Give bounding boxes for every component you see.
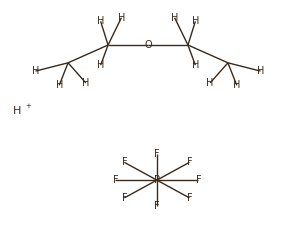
- Text: H: H: [192, 16, 199, 26]
- Text: H: H: [233, 80, 240, 90]
- Text: +: +: [26, 103, 32, 109]
- Text: H: H: [82, 78, 89, 88]
- Text: H: H: [13, 106, 22, 116]
- Text: F: F: [112, 175, 118, 185]
- Text: H: H: [56, 80, 63, 90]
- Text: F: F: [186, 193, 192, 203]
- Text: H: H: [192, 60, 199, 70]
- Text: P: P: [154, 175, 160, 185]
- Text: F: F: [195, 175, 201, 185]
- Text: F: F: [154, 149, 160, 159]
- Text: H: H: [207, 78, 214, 88]
- Text: O: O: [144, 40, 152, 50]
- Text: H: H: [171, 13, 178, 23]
- Text: H: H: [118, 13, 125, 23]
- Text: H: H: [97, 16, 104, 26]
- Text: H: H: [257, 66, 264, 76]
- Text: F: F: [186, 157, 192, 167]
- Text: H: H: [32, 66, 39, 76]
- Text: F: F: [121, 193, 127, 203]
- Text: F: F: [121, 157, 127, 167]
- Text: F: F: [154, 201, 160, 211]
- Text: H: H: [97, 60, 104, 70]
